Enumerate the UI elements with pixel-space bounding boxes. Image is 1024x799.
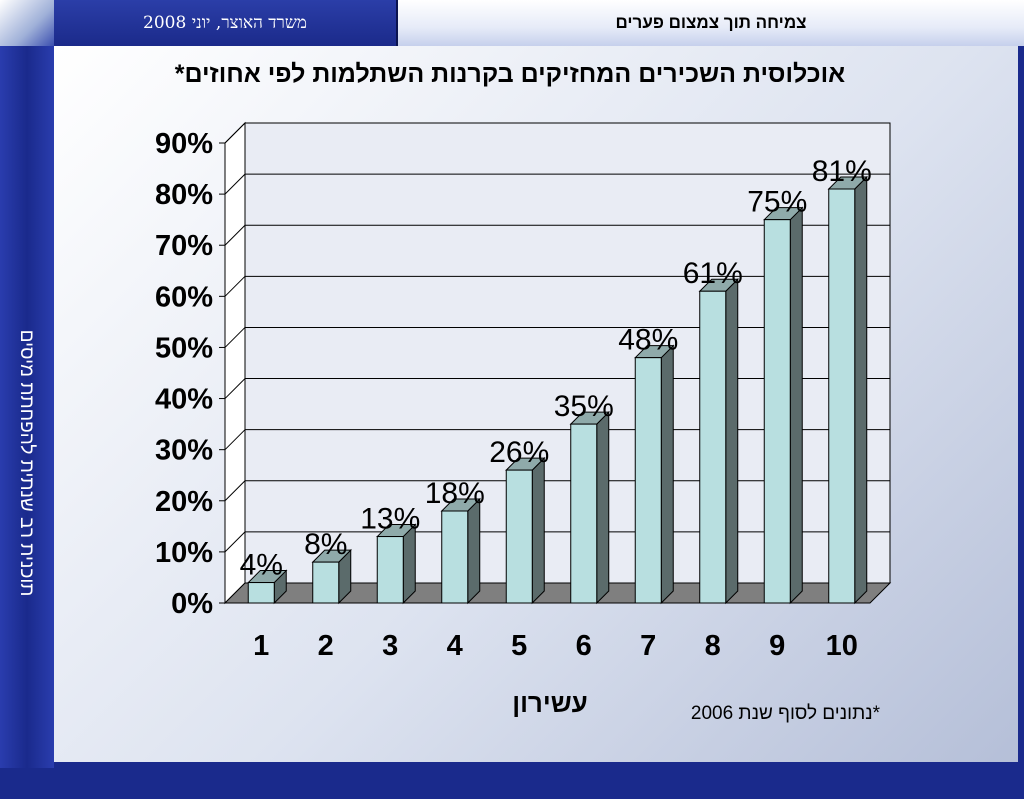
x-tick-label: 2 <box>318 630 334 662</box>
x-tick-label: 1 <box>253 630 269 662</box>
bar <box>570 423 598 604</box>
data-label: 26% <box>489 436 549 469</box>
x-tick-label: 8 <box>705 630 721 662</box>
data-label: 8% <box>304 528 347 561</box>
y-tick-label: 40% <box>155 384 213 416</box>
gridline-side <box>224 429 246 451</box>
gridline-side <box>224 378 246 399</box>
y-tick-label: 10% <box>155 537 213 569</box>
gridline-side <box>224 122 246 144</box>
data-label: 18% <box>425 477 485 510</box>
bar <box>828 188 856 604</box>
bar <box>376 536 404 604</box>
y-tick-label: 20% <box>155 486 213 518</box>
gridline-side <box>224 531 246 553</box>
bar-chart: 0%10%20%30%40%50%60%70%80%90%4%18%213%31… <box>155 121 892 718</box>
chart-title: אוכלוסית השכירים המחזיקים בקרנות השתלמות… <box>174 60 846 88</box>
header-corner <box>0 0 54 46</box>
bar-side <box>402 523 416 605</box>
x-tick-label: 5 <box>511 630 527 662</box>
gridline-side <box>224 275 246 297</box>
bar-side <box>467 497 481 605</box>
y-tick-label: 80% <box>155 179 213 211</box>
bar-side <box>854 175 868 605</box>
bar-side <box>789 206 803 605</box>
bar-side <box>531 456 545 605</box>
bar-side <box>596 410 610 605</box>
data-label: 13% <box>360 503 420 536</box>
header-date: משרד האוצר, יוני 2008 <box>54 0 398 46</box>
data-label: 81% <box>812 155 872 188</box>
bar-side <box>660 344 674 605</box>
y-tick-label: 50% <box>155 332 213 364</box>
bar <box>699 290 727 604</box>
bar <box>312 561 340 604</box>
x-tick-label: 9 <box>769 630 785 662</box>
bar <box>505 469 533 604</box>
y-tick-label: 70% <box>155 230 213 262</box>
x-axis-title: עשירון <box>512 688 588 718</box>
gridline-side <box>224 327 246 348</box>
data-label: 48% <box>618 324 678 357</box>
x-tick-label: 10 <box>826 630 858 662</box>
gridline-side <box>224 173 246 195</box>
y-tick-label: 30% <box>155 435 213 467</box>
bar <box>247 582 275 604</box>
data-label: 61% <box>683 257 743 290</box>
right-border <box>1018 46 1024 768</box>
bar <box>634 357 662 604</box>
header-title: צמיחה תוך צמצום פערים <box>398 0 1024 46</box>
y-tick-label: 60% <box>155 281 213 313</box>
x-tick-label: 4 <box>447 630 463 662</box>
data-label: 75% <box>747 186 807 219</box>
data-label: 4% <box>240 549 283 582</box>
bar <box>763 219 791 604</box>
y-tick-label: 90% <box>155 128 213 160</box>
bar <box>441 510 469 604</box>
y-tick-label: 0% <box>171 588 213 620</box>
gridline-side <box>224 224 246 246</box>
gridline-side <box>224 480 246 502</box>
footnote: *נתונים לסוף שנת 2006 <box>690 703 880 724</box>
sidebar: תוכנית רב שנתית להפחתת מיסים <box>0 46 54 768</box>
chart-side-wall <box>224 121 246 605</box>
data-label: 35% <box>554 390 614 423</box>
bar-side <box>725 278 739 605</box>
bottom-border <box>54 762 1024 768</box>
x-tick-label: 6 <box>576 630 592 662</box>
x-tick-label: 7 <box>640 630 656 662</box>
x-tick-label: 3 <box>382 630 398 662</box>
